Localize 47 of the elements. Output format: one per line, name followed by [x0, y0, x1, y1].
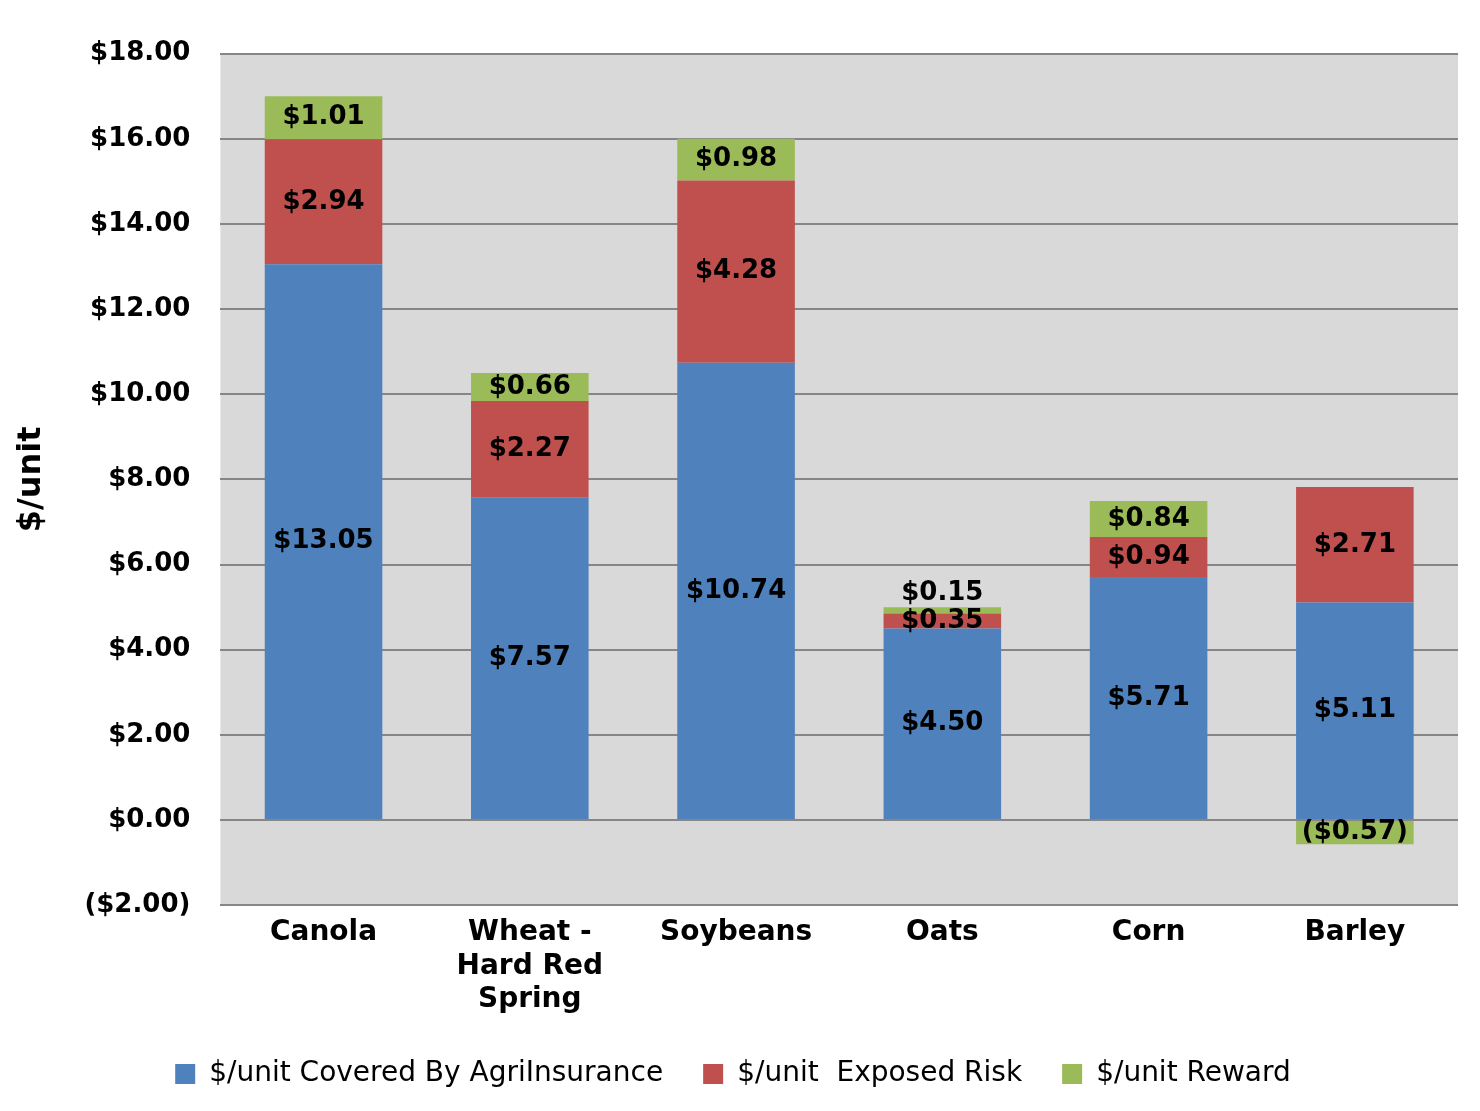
bar: [1089, 576, 1208, 820]
data-label: $4.28: [694, 254, 778, 285]
data-label: $5.11: [1313, 693, 1396, 724]
data-label: $4.50: [901, 706, 984, 737]
bar: [264, 264, 383, 820]
data-label: $7.57: [488, 641, 571, 672]
y-tick-label: $6.00: [108, 547, 191, 578]
data-label: $2.27: [488, 432, 571, 463]
x-tick-label: Oats: [905, 914, 979, 948]
x-tick-label: Canola: [269, 914, 378, 948]
y-tick-label: $2.00: [108, 717, 191, 748]
data-label: $5.71: [1107, 680, 1190, 711]
data-label: $0.98: [694, 142, 778, 173]
x-tick-label: Corn: [1111, 914, 1186, 948]
bar: [677, 180, 795, 363]
x-tick-label: Wheat - Hard Red Spring: [456, 914, 604, 1015]
y-tick-label: $10.00: [90, 376, 191, 407]
legend-label: $/unit Reward: [1096, 1055, 1291, 1089]
data-label: $13.05: [273, 524, 374, 555]
bar: [471, 497, 589, 820]
y-tick-label: $4.00: [108, 632, 191, 663]
bar: [264, 139, 383, 265]
data-label: $0.94: [1107, 539, 1190, 570]
x-tick-label: Barley: [1304, 914, 1406, 948]
bar: [1296, 487, 1414, 603]
y-tick-label: ($2.00): [84, 887, 191, 918]
legend-label: $/unit Covered By AgriInsurance: [209, 1055, 664, 1089]
x-tick-label: Soybeans: [659, 914, 813, 948]
data-label: $0.66: [488, 369, 571, 400]
bar: [1296, 602, 1414, 820]
y-tick-label: $18.00: [90, 36, 191, 67]
data-label: $2.71: [1313, 527, 1396, 558]
y-tick-label: $0.00: [108, 802, 191, 833]
y-tick-label: $14.00: [90, 206, 191, 237]
legend-label: $/unit Exposed Risk: [737, 1055, 1023, 1089]
y-tick-label: $16.00: [90, 121, 191, 152]
bar: [471, 401, 589, 498]
data-label: $0.84: [1107, 501, 1190, 532]
bar: [677, 362, 795, 820]
y-tick-label: $8.00: [108, 462, 191, 493]
data-label: $1.01: [282, 100, 365, 131]
data-label: $2.94: [282, 184, 365, 215]
data-label: $0.15: [901, 575, 984, 606]
data-label: $10.74: [685, 573, 787, 604]
y-axis-title: $/unit: [9, 426, 48, 533]
data-label: ($0.57): [1301, 815, 1408, 846]
y-tick-label: $12.00: [90, 291, 191, 322]
